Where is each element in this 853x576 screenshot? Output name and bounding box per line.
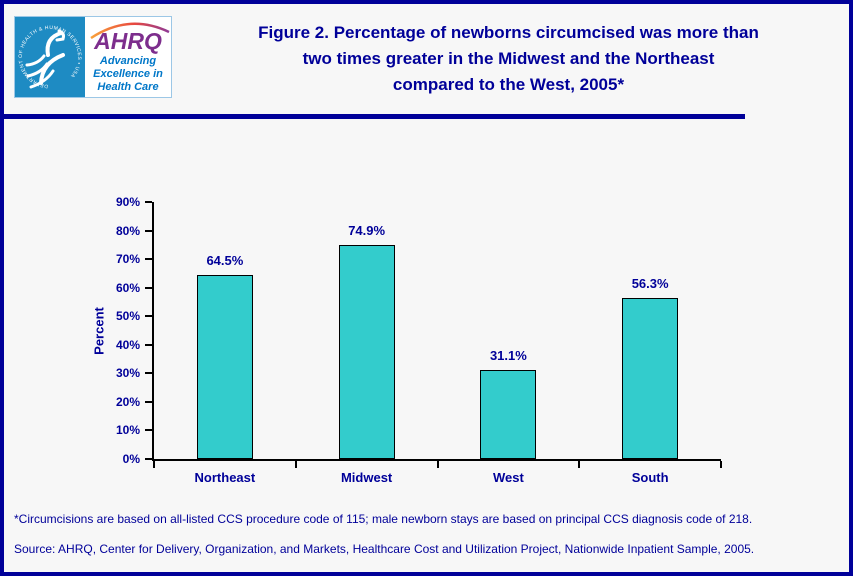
figure-title-line1: Figure 2. Percentage of newborns circumc… (258, 23, 759, 42)
hhs-seal-icon: DEPARTMENT OF HEALTH & HUMAN SERVICES • … (15, 17, 85, 97)
seal-text: DEPARTMENT OF HEALTH & HUMAN SERVICES • … (18, 25, 82, 89)
y-tick-label: 90% (115, 195, 140, 209)
ahrq-arc-icon (90, 22, 170, 39)
y-axis-tick (145, 458, 152, 460)
ahrq-tagline-line3: Health Care (97, 81, 159, 93)
bar-chart-plot-area: 0% 10% 20% 30% 40% 50% 60% 70% 80% 90% 64.5% Northe… (116, 195, 722, 485)
category-label: South (631, 470, 669, 485)
y-axis-tick (145, 400, 152, 403)
ahrq-tagline: Advancing Excellence in Health Care (85, 55, 171, 94)
bar-value-label: 64.5% (206, 252, 244, 268)
y-tick-label: 20% (115, 394, 140, 409)
bar-value-label: 56.3% (631, 276, 669, 292)
bar (622, 298, 679, 459)
category-label: Midwest (340, 470, 393, 485)
ahrq-wordmark: AHRQ (94, 28, 162, 54)
category-label: Northeast (194, 470, 256, 485)
y-axis-tick (145, 201, 152, 203)
y-tick-label: 30% (115, 366, 140, 381)
y-tick-label: 40% (115, 337, 140, 352)
x-axis-tick (153, 461, 155, 468)
y-axis-tick (145, 258, 152, 261)
figure-title-line3: compared to the West, 2005* (392, 75, 625, 94)
x-axis-tick (720, 461, 722, 468)
y-tick-label: 10% (115, 423, 140, 438)
y-tick-label: 0% (122, 452, 140, 466)
y-tick-label: 80% (115, 223, 140, 238)
x-axis-tick (436, 461, 439, 468)
bar (480, 370, 537, 459)
y-tick-label: 50% (115, 309, 140, 324)
footnote: *Circumcisions are based on all-listed C… (14, 512, 753, 526)
ahrq-tagline-line2: Excellence in (93, 68, 163, 80)
ahrq-wordmark-block: AHRQ Advancing Excellence in Health Care (85, 17, 171, 97)
bar (196, 274, 253, 459)
bar-value-label: 74.9% (348, 223, 386, 239)
figure-title: Figure 2. Percentage of newborns circumc… (176, 20, 841, 98)
y-axis-tick (145, 315, 152, 318)
y-tick-label: 60% (115, 280, 140, 295)
y-tick-label: 70% (115, 252, 140, 267)
y-axis-tick (145, 286, 152, 289)
y-axis-tick (145, 429, 152, 432)
bar-value-label: 31.1% (489, 348, 527, 364)
bar (338, 245, 395, 459)
figure-title-line2: two times greater in the Midwest and the… (302, 49, 715, 68)
header-divider (4, 114, 745, 119)
category-label: West (492, 470, 524, 485)
x-axis-tick (294, 461, 297, 468)
ahrq-tagline-line1: Advancing (99, 55, 157, 67)
ahrq-logo: DEPARTMENT OF HEALTH & HUMAN SERVICES • … (14, 16, 172, 98)
y-axis-tick (145, 372, 152, 375)
y-axis-tick (145, 229, 152, 232)
x-axis-tick (578, 461, 581, 468)
y-axis-tick (145, 343, 152, 346)
svg-text:DEPARTMENT OF HEALTH & HUMAN S: DEPARTMENT OF HEALTH & HUMAN SERVICES • … (18, 25, 82, 89)
source-note: Source: AHRQ, Center for Delivery, Organ… (14, 542, 755, 556)
